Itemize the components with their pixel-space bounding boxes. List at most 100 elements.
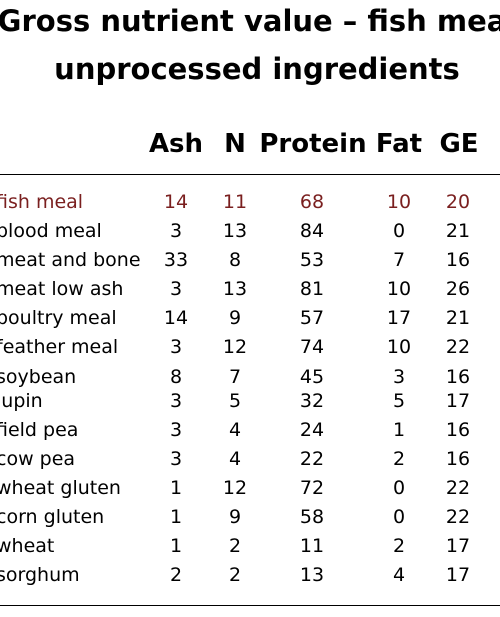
cell-protein: 22 xyxy=(299,448,325,470)
cell-fat: 7 xyxy=(392,249,406,271)
cell-n: 2 xyxy=(228,564,242,586)
cell-ge: 22 xyxy=(445,477,471,499)
cell-ge: 16 xyxy=(445,366,471,388)
cell-ge: 20 xyxy=(445,191,471,213)
table-row: cow pea 3 4 22 2 16 xyxy=(0,445,500,474)
table-row: poultry meal 14 9 57 17 21 xyxy=(0,304,500,333)
table-row: wheat gluten 1 12 72 0 22 xyxy=(0,474,500,503)
cell-ash: 1 xyxy=(169,477,183,499)
column-header-n: N xyxy=(224,129,246,159)
column-header-ash: Ash xyxy=(148,129,204,159)
cell-n: 5 xyxy=(228,390,242,412)
cell-n: 13 xyxy=(222,278,248,300)
ingredient-name: sorghum xyxy=(0,564,80,586)
cell-protein: 24 xyxy=(299,419,325,441)
ingredient-name: lupin xyxy=(0,390,43,412)
cell-protein: 84 xyxy=(299,220,325,242)
column-header-ge: GE xyxy=(439,129,479,159)
cell-protein: 81 xyxy=(299,278,325,300)
ingredient-name: meat and bone xyxy=(0,249,141,271)
cell-protein: 11 xyxy=(299,535,325,557)
cell-fat: 2 xyxy=(392,535,406,557)
ingredient-name: blood meal xyxy=(0,220,102,242)
cell-fat: 3 xyxy=(392,366,406,388)
cell-n: 9 xyxy=(228,506,242,528)
column-header-fat: Fat xyxy=(375,129,423,159)
ingredient-name: cow pea xyxy=(0,448,76,470)
footer-rule xyxy=(0,605,500,606)
cell-ge: 21 xyxy=(445,220,471,242)
cell-n: 12 xyxy=(222,336,248,358)
cell-fat: 4 xyxy=(392,564,406,586)
cell-n: 4 xyxy=(228,419,242,441)
cell-ge: 17 xyxy=(445,535,471,557)
column-header-protein: Protein xyxy=(259,129,367,159)
cell-ash: 14 xyxy=(163,307,189,329)
table-row: field pea 3 4 24 1 16 xyxy=(0,416,500,445)
cell-n: 11 xyxy=(222,191,248,213)
cell-ash: 1 xyxy=(169,506,183,528)
cell-fat: 0 xyxy=(392,506,406,528)
ingredient-name: meat low ash xyxy=(0,278,124,300)
cell-protein: 57 xyxy=(299,307,325,329)
cell-protein: 13 xyxy=(299,564,325,586)
cell-fat: 2 xyxy=(392,448,406,470)
cell-ge: 17 xyxy=(445,564,471,586)
cell-ge: 16 xyxy=(445,419,471,441)
cell-ge: 22 xyxy=(445,336,471,358)
cell-ge: 17 xyxy=(445,390,471,412)
cell-ash: 3 xyxy=(169,336,183,358)
ingredient-name: wheat gluten xyxy=(0,477,121,499)
ingredient-name: field pea xyxy=(0,419,79,441)
cell-n: 2 xyxy=(228,535,242,557)
cell-ash: 3 xyxy=(169,448,183,470)
cell-protein: 53 xyxy=(299,249,325,271)
cell-fat: 5 xyxy=(392,390,406,412)
table-row: corn gluten 1 9 58 0 22 xyxy=(0,503,500,532)
cell-ash: 14 xyxy=(163,191,189,213)
cell-fat: 0 xyxy=(392,220,406,242)
cell-ash: 8 xyxy=(169,366,183,388)
cell-protein: 32 xyxy=(299,390,325,412)
ingredient-name: wheat xyxy=(0,535,55,557)
cell-protein: 68 xyxy=(299,191,325,213)
cell-ash: 2 xyxy=(169,564,183,586)
table-row: soybean 8 7 45 3 16 xyxy=(0,363,500,392)
ingredient-name: corn gluten xyxy=(0,506,105,528)
slide-title-line-1: Gross nutrient value – fish meal xyxy=(0,4,500,38)
cell-n: 8 xyxy=(228,249,242,271)
cell-ash: 33 xyxy=(163,249,189,271)
cell-ash: 3 xyxy=(169,278,183,300)
cell-n: 4 xyxy=(228,448,242,470)
table-row: sorghum 2 2 13 4 17 xyxy=(0,561,500,590)
header-rule xyxy=(0,174,500,175)
cell-ash: 1 xyxy=(169,535,183,557)
ingredient-name: soybean xyxy=(0,366,77,388)
table-row: lupin 3 5 32 5 17 xyxy=(0,387,500,416)
ingredient-name: feather meal xyxy=(0,336,119,358)
cell-ge: 21 xyxy=(445,307,471,329)
table-row: fish meal 14 11 68 10 20 xyxy=(0,188,500,217)
cell-protein: 58 xyxy=(299,506,325,528)
table-row: blood meal 3 13 84 0 21 xyxy=(0,217,500,246)
cell-n: 12 xyxy=(222,477,248,499)
cell-ge: 16 xyxy=(445,249,471,271)
cell-protein: 74 xyxy=(299,336,325,358)
cell-ge: 16 xyxy=(445,448,471,470)
ingredient-name: poultry meal xyxy=(0,307,117,329)
cell-n: 9 xyxy=(228,307,242,329)
cell-fat: 10 xyxy=(386,336,412,358)
cell-ash: 3 xyxy=(169,220,183,242)
cell-fat: 0 xyxy=(392,477,406,499)
table-row: meat and bone 33 8 53 7 16 xyxy=(0,246,500,275)
cell-ge: 26 xyxy=(445,278,471,300)
cell-ge: 22 xyxy=(445,506,471,528)
table-row: feather meal 3 12 74 10 22 xyxy=(0,333,500,362)
cell-fat: 10 xyxy=(386,278,412,300)
cell-ash: 3 xyxy=(169,390,183,412)
table-row: meat low ash 3 13 81 10 26 xyxy=(0,275,500,304)
cell-fat: 10 xyxy=(386,191,412,213)
cell-n: 13 xyxy=(222,220,248,242)
cell-ash: 3 xyxy=(169,419,183,441)
cell-fat: 1 xyxy=(392,419,406,441)
